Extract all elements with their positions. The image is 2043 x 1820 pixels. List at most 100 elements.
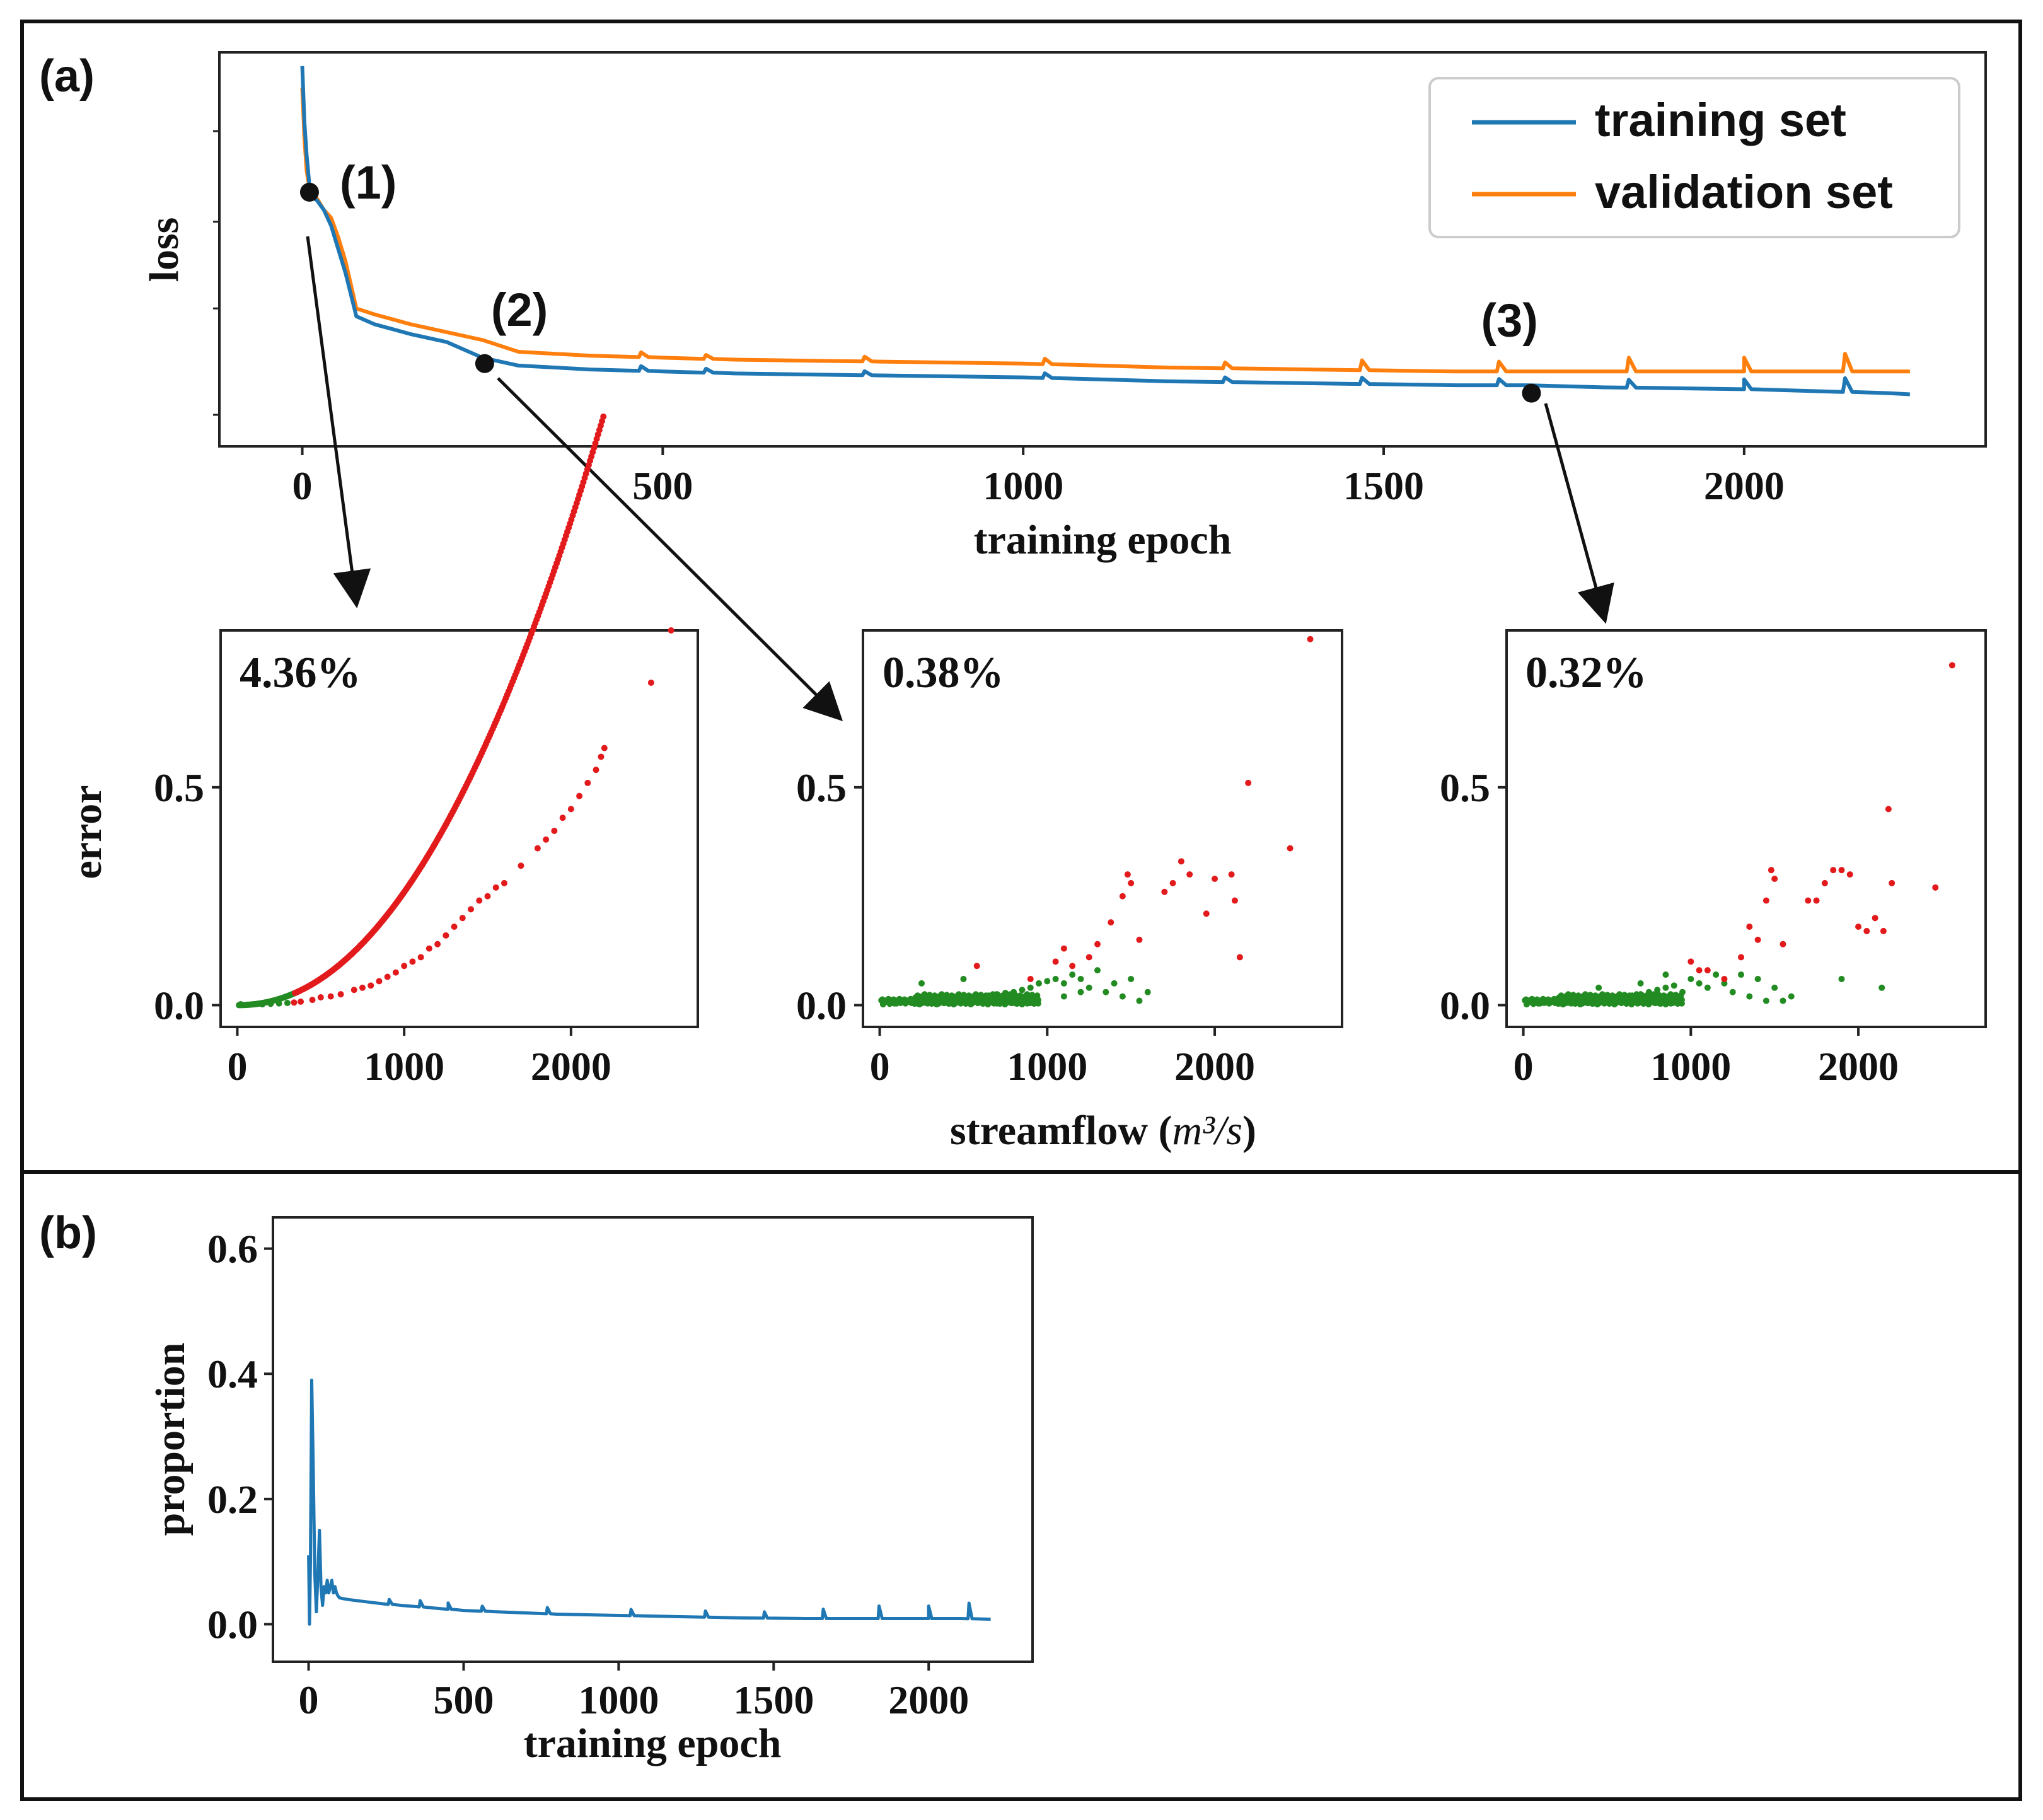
scatter-point (1872, 915, 1878, 922)
scatter-point (1069, 971, 1076, 978)
scatter-point (943, 997, 950, 1004)
scatter-point (1245, 779, 1252, 786)
scatter-1-x-tick-label: 1000 (364, 1044, 444, 1089)
proportion-line (307, 1378, 991, 1626)
scatter-point (584, 779, 591, 786)
scatter-3-y-tick-label: 0.5 (1440, 765, 1490, 810)
scatter-point (244, 1001, 251, 1008)
scatter-point (1027, 999, 1034, 1006)
scatter-point (977, 993, 984, 1000)
scatter-point (327, 993, 334, 1000)
scatter-point (1103, 988, 1109, 995)
scatter-point (1111, 980, 1118, 987)
scatter-point (1228, 871, 1235, 878)
scatter-point (425, 945, 432, 952)
scatter-point (1721, 975, 1728, 982)
scatter-point (1027, 984, 1034, 991)
scatter-point (1679, 988, 1686, 995)
panel-a-label: (a) (39, 51, 95, 101)
scatter-point (1654, 987, 1661, 994)
scatter-point (1704, 967, 1711, 974)
scatter-point (1052, 975, 1059, 982)
scatter-point (1169, 879, 1176, 886)
panel-b-frame (20, 1170, 2022, 1801)
scatter-point (1545, 999, 1552, 1006)
scatter-point (1637, 991, 1644, 998)
epoch-marker-1 (299, 182, 319, 202)
scatter-point (1746, 993, 1753, 1000)
scatter-point (1738, 971, 1745, 978)
scatter-point (1108, 919, 1114, 926)
scatter-point (1713, 971, 1720, 978)
scatter-point (368, 982, 374, 989)
scatter-2-points (878, 635, 1314, 1008)
scatter-point (409, 958, 416, 965)
scatter-point (267, 1000, 274, 1007)
scatter-point (1932, 884, 1939, 891)
scatter-point (1178, 858, 1184, 865)
scatter-1-y-tick-label: 0.5 (154, 765, 204, 810)
loss-x-tick-label: 2000 (1704, 463, 1785, 508)
scatter-point (1788, 993, 1795, 1000)
loss-y-axis-title: loss (141, 217, 187, 282)
scatter-point (993, 991, 1000, 998)
panel-b-label: (b) (39, 1208, 97, 1258)
proportion-x-tick-label: 500 (433, 1678, 494, 1722)
scatter-point (1830, 867, 1837, 874)
scatter-1-points (236, 413, 674, 1009)
scatter-point (518, 862, 524, 869)
scatter-point (1729, 988, 1736, 995)
scatter-2-x-axis-label: streamflow (950, 1108, 1148, 1154)
epoch-marker-2 (475, 354, 494, 373)
scatter-point (350, 987, 357, 994)
scatter-2-x-tick-label: 2000 (1174, 1044, 1255, 1089)
scatter-point (1128, 975, 1135, 982)
epoch-marker-3 (1522, 383, 1541, 403)
scatter-point (918, 998, 925, 1005)
scatter-point (309, 997, 316, 1004)
scatter-point (600, 413, 607, 420)
proportion-chart: proportion training epoch 0 500 1000 1500 20… (148, 1216, 1034, 1766)
scatter-point (492, 884, 499, 891)
scatter-2-x-tick-label: 1000 (1007, 1044, 1087, 1089)
scatter-point (1813, 897, 1820, 904)
scatter-point (1780, 997, 1786, 1004)
scatter-point (1085, 984, 1092, 991)
scatter-plot-3: 0.32% 0 1000 2000 0.0 0.5 (1440, 629, 1987, 1089)
legend-training-label: training set (1595, 94, 1846, 146)
scatter-point (1231, 897, 1238, 904)
scatter-point (1604, 995, 1611, 1002)
epoch-marker-label-3: (3) (1481, 294, 1537, 347)
proportion-x-tick-label: 1500 (733, 1678, 814, 1722)
scatter-2-x-tick-label: 0 (870, 1044, 890, 1089)
loss-annotations: (1) (2) (3) (299, 156, 1541, 403)
loss-x-ticks: 0 500 1000 1500 2000 (213, 130, 1785, 508)
proportion-y-tick-label: 0.6 (207, 1227, 258, 1272)
scatter-point (1036, 980, 1043, 987)
scatter-point (1094, 967, 1101, 974)
scatter-point (1523, 1001, 1530, 1008)
scatter-point (1530, 1000, 1537, 1007)
scatter-point (1136, 997, 1143, 1004)
scatter-point (275, 1000, 282, 1007)
scatter-point (1307, 635, 1314, 642)
scatter-point (476, 897, 483, 904)
scatter-point (1562, 998, 1569, 1005)
scatter-point (567, 806, 574, 813)
scatter-point (551, 827, 558, 834)
scatter-point (337, 991, 344, 998)
scatter-point (935, 997, 942, 1004)
scatter-point (1746, 924, 1753, 930)
scatter-point (1595, 984, 1602, 991)
scatter-2-y-tick-label: 0.0 (796, 983, 847, 1028)
scatter-point (1846, 871, 1853, 878)
scatter-point (1094, 941, 1101, 948)
scatter-2-plot-area (862, 629, 1343, 1028)
scatter-point (1863, 927, 1870, 934)
scatter-point (960, 975, 967, 982)
scatter-point (317, 994, 324, 1000)
scatter-point (576, 792, 583, 799)
loss-x-tick-label: 500 (632, 463, 693, 508)
scatter-point (993, 1000, 1000, 1007)
scatter-point (291, 999, 298, 1006)
